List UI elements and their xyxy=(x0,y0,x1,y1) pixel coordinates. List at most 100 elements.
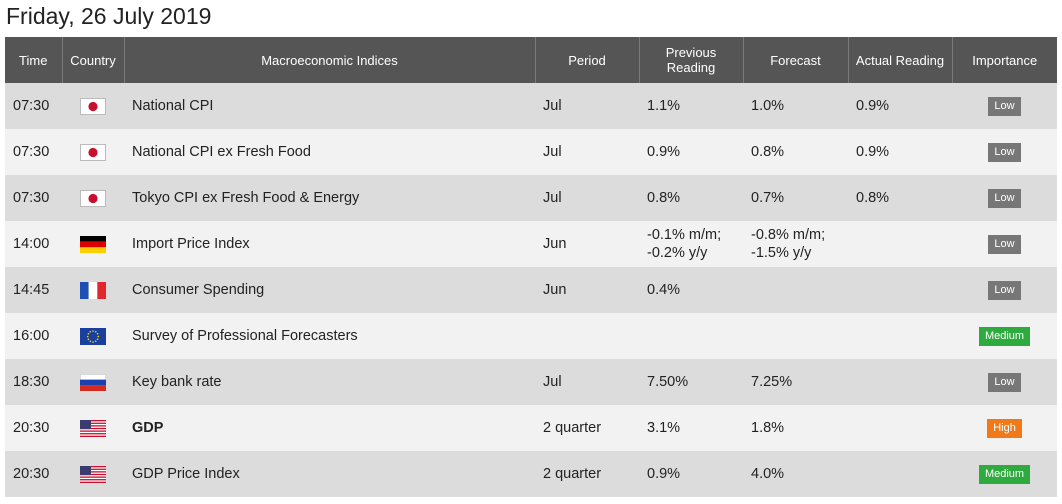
importance-badge: Low xyxy=(988,189,1021,208)
time-cell: 07:30 xyxy=(5,129,62,175)
header-country: Country xyxy=(62,37,125,83)
country-cell xyxy=(62,405,124,451)
time-cell: 16:00 xyxy=(5,313,62,359)
actual-cell xyxy=(848,359,952,405)
importance-cell: High xyxy=(952,405,1057,451)
index-name-cell: Key bank rate xyxy=(124,359,535,405)
table-row: 20:30 GDP Price Index 2 quarter 0.9% 4.0% Med… xyxy=(5,451,1057,497)
germany-flag-icon xyxy=(80,235,106,253)
header-index: Macroeconomic Indices xyxy=(124,37,536,83)
actual-cell xyxy=(848,221,952,267)
country-cell xyxy=(62,451,124,497)
importance-cell: Low xyxy=(952,129,1057,175)
period-cell: Jul xyxy=(535,83,639,129)
actual-cell xyxy=(848,267,952,313)
period-cell: Jul xyxy=(535,175,639,221)
forecast-cell: 1.0% xyxy=(743,83,848,129)
time-cell: 20:30 xyxy=(5,451,62,497)
importance-cell: Medium xyxy=(952,451,1057,497)
forecast-cell: -0.8% m/m; -1.5% y/y xyxy=(743,221,848,267)
previous-cell: 0.9% xyxy=(639,129,743,175)
page-title: Friday, 26 July 2019 xyxy=(6,3,212,29)
period-cell: Jul xyxy=(535,129,639,175)
index-name-cell: Consumer Spending xyxy=(124,267,535,313)
index-name-cell: GDP xyxy=(124,405,535,451)
japan-flag-icon xyxy=(80,97,106,115)
importance-badge: Low xyxy=(988,97,1021,116)
previous-value: 0.9% xyxy=(647,466,681,482)
index-name-cell: Tokyo CPI ex Fresh Food & Energy xyxy=(124,175,535,221)
russia-flag-icon xyxy=(80,373,106,391)
previous-value: -0.1% m/m; xyxy=(647,227,722,243)
usa-flag-icon xyxy=(80,465,106,483)
time-cell: 14:45 xyxy=(5,267,62,313)
period-cell: Jun xyxy=(535,221,639,267)
importance-badge: Low xyxy=(988,373,1021,392)
importance-cell: Low xyxy=(952,267,1057,313)
actual-cell: 0.9% xyxy=(848,129,952,175)
country-cell xyxy=(62,359,124,405)
header-previous-line2: Reading xyxy=(666,60,716,75)
usa-flag-icon xyxy=(80,419,106,437)
forecast-cell: 0.8% xyxy=(743,129,848,175)
actual-cell xyxy=(848,313,952,359)
table-row: 20:30 GDP 2 quarter 3.1% 1.8% High xyxy=(5,405,1057,451)
table-row: 07:30 National CPI Jul 1.1% 1.0% 0.9% Low xyxy=(5,83,1057,129)
previous-cell: -0.1% m/m; -0.2% y/y xyxy=(639,221,743,267)
country-cell xyxy=(62,221,124,267)
previous-value: 0.4% xyxy=(647,282,681,298)
table-row: 07:30 Tokyo CPI ex Fresh Food & Energy Jul… xyxy=(5,175,1057,221)
forecast-value: 1.8% xyxy=(751,420,785,436)
period-cell: Jul xyxy=(535,359,639,405)
previous-value-2: -0.2% y/y xyxy=(647,245,708,261)
actual-cell: 0.9% xyxy=(848,83,952,129)
index-name-cell: National CPI ex Fresh Food xyxy=(124,129,535,175)
importance-cell: Low xyxy=(952,83,1057,129)
importance-badge: Low xyxy=(988,143,1021,162)
header-actual: Actual Reading xyxy=(848,37,953,83)
france-flag-icon xyxy=(80,281,106,299)
header-previous-line1: Previous xyxy=(665,45,717,60)
country-cell xyxy=(62,175,124,221)
header-importance: Importance xyxy=(952,37,1057,83)
table-row: 14:00 Import Price Index Jun -0.1% m/m; -0.2… xyxy=(5,221,1057,267)
index-name-cell: Survey of Professional Forecasters xyxy=(124,313,535,359)
country-cell xyxy=(62,313,124,359)
country-cell xyxy=(62,83,124,129)
table-header-row: Time Country Macroeconomic Indices Perio… xyxy=(5,37,1057,83)
forecast-value: -0.8% m/m; xyxy=(751,227,826,243)
header-time: Time xyxy=(5,37,63,83)
japan-flag-icon xyxy=(80,143,106,161)
header-period: Period xyxy=(535,37,640,83)
forecast-cell: 1.8% xyxy=(743,405,848,451)
period-cell xyxy=(535,313,639,359)
importance-cell: Low xyxy=(952,221,1057,267)
previous-value: 3.1% xyxy=(647,420,681,436)
country-cell xyxy=(62,267,124,313)
time-cell: 18:30 xyxy=(5,359,62,405)
forecast-cell: 7.25% xyxy=(743,359,848,405)
eu-flag-icon xyxy=(80,327,106,345)
header-previous: Previous Reading xyxy=(639,37,744,83)
time-cell: 07:30 xyxy=(5,83,62,129)
forecast-value-2: -1.5% y/y xyxy=(751,245,812,261)
importance-badge: High xyxy=(987,419,1022,438)
forecast-cell: 0.7% xyxy=(743,175,848,221)
index-name-cell: National CPI xyxy=(124,83,535,129)
actual-cell xyxy=(848,451,952,497)
importance-cell: Low xyxy=(952,175,1057,221)
actual-cell: 0.8% xyxy=(848,175,952,221)
previous-value: 7.50% xyxy=(647,374,689,390)
previous-cell: 0.8% xyxy=(639,175,743,221)
forecast-value: 1.0% xyxy=(751,98,785,114)
table-row: 07:30 National CPI ex Fresh Food Jul 0.9% 0.… xyxy=(5,129,1057,175)
forecast-cell xyxy=(743,313,848,359)
forecast-value: 0.8% xyxy=(751,144,785,160)
previous-cell: 0.9% xyxy=(639,451,743,497)
time-cell: 20:30 xyxy=(5,405,62,451)
previous-cell xyxy=(639,313,743,359)
previous-cell: 0.4% xyxy=(639,267,743,313)
period-cell: Jun xyxy=(535,267,639,313)
importance-badge: Medium xyxy=(978,327,1031,346)
previous-value: 1.1% xyxy=(647,98,681,114)
